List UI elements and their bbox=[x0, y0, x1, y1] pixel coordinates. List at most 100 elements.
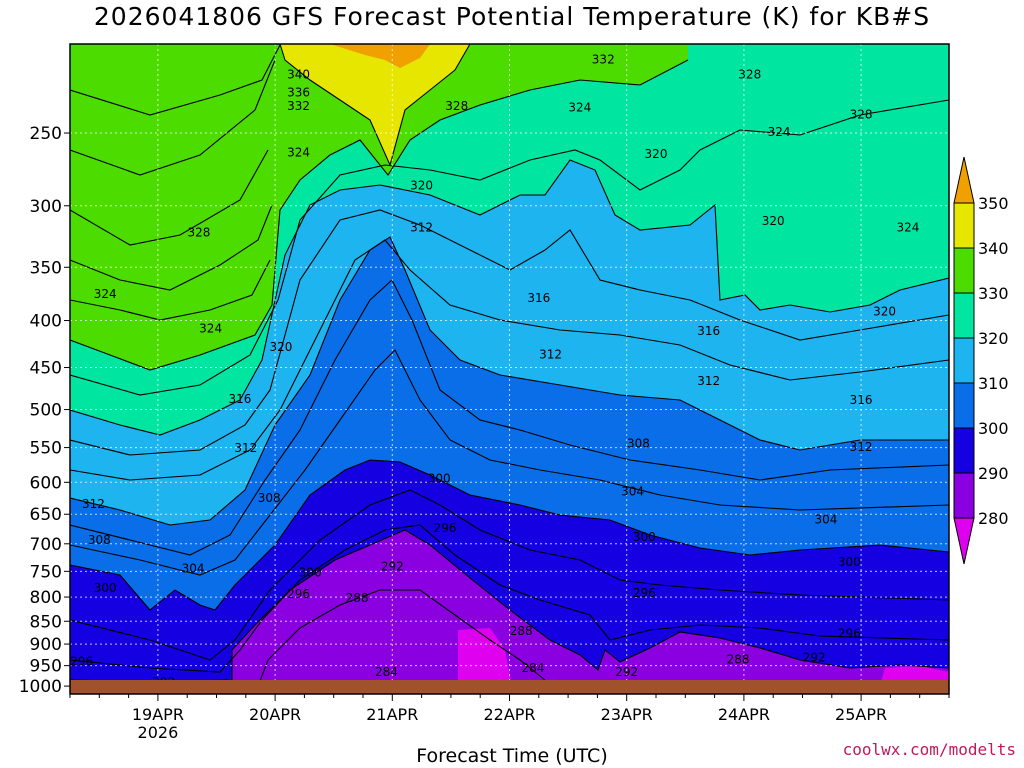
contour-label: 328 bbox=[738, 67, 761, 81]
colorbar-extend-low bbox=[953, 517, 975, 565]
y-tick-label: 750 bbox=[30, 562, 62, 582]
contour-label: 324 bbox=[94, 287, 117, 301]
ground-surface bbox=[70, 680, 949, 694]
contour-label: 312 bbox=[234, 441, 257, 455]
contour-label: 324 bbox=[768, 125, 791, 139]
contour-label: 288 bbox=[346, 591, 369, 605]
colorbar-segment bbox=[953, 427, 975, 474]
colorbar-segment bbox=[953, 292, 975, 339]
contour-labels: 3403363323323283283283243243243243203203… bbox=[70, 52, 919, 689]
plot-area: 3403363323323283283283243243243243203203… bbox=[70, 44, 949, 694]
contour-label: 296 bbox=[838, 626, 861, 640]
contour-label: 296 bbox=[633, 586, 656, 600]
y-tick-label: 500 bbox=[30, 401, 62, 421]
contour-label: 300 bbox=[299, 566, 322, 580]
y-tick-label: 450 bbox=[30, 359, 62, 379]
contour-label: 284 bbox=[375, 665, 398, 679]
x-year-label: 2026 bbox=[138, 723, 179, 742]
x-tick-label: 25APR bbox=[835, 705, 887, 724]
colorbar: 280 290 300 310 320 330 340 350 bbox=[953, 156, 1009, 565]
contour-label: 288 bbox=[727, 653, 750, 667]
contour-label: 324 bbox=[568, 101, 591, 115]
x-tick-label: 24APR bbox=[718, 705, 770, 724]
colorbar-label: 320 bbox=[978, 329, 1009, 348]
contour-label: 308 bbox=[627, 437, 650, 451]
contour-label: 296 bbox=[434, 521, 457, 535]
contour-label: 308 bbox=[88, 533, 111, 547]
x-tick-label: 21APR bbox=[366, 705, 418, 724]
y-tick-label: 850 bbox=[30, 612, 62, 632]
contour-label: 340 bbox=[287, 67, 310, 81]
contour-label: 324 bbox=[199, 321, 222, 335]
y-axis: 250 300 350 400 450 500 550 600 650 700 750 800 850 9… bbox=[19, 124, 70, 697]
contour-label: 296 bbox=[287, 587, 310, 601]
y-tick-label: 250 bbox=[30, 124, 62, 144]
colorbar-label: 350 bbox=[978, 194, 1009, 213]
contour-label: 332 bbox=[287, 99, 310, 113]
contour-lines bbox=[70, 44, 949, 694]
contour-label: 324 bbox=[287, 145, 310, 159]
y-tick-label: 950 bbox=[30, 657, 62, 677]
contour-label: 320 bbox=[762, 214, 785, 228]
y-tick-label: 350 bbox=[30, 258, 62, 278]
y-tick-label: 550 bbox=[30, 439, 62, 459]
colorbar-segment bbox=[953, 382, 975, 429]
chart-title: 2026041806 GFS Forecast Potential Temper… bbox=[93, 2, 931, 31]
colorbar-segment bbox=[953, 472, 975, 519]
contour-label: 324 bbox=[897, 221, 920, 235]
x-tick-label: 20APR bbox=[249, 705, 301, 724]
colorbar-label: 340 bbox=[978, 239, 1009, 258]
colorbar-segment bbox=[953, 247, 975, 294]
colorbar-label: 330 bbox=[978, 284, 1009, 303]
x-tick-label: 23APR bbox=[601, 705, 653, 724]
contour-label: 316 bbox=[527, 291, 550, 305]
contour-label: 328 bbox=[850, 107, 873, 121]
band-340 bbox=[280, 44, 470, 165]
y-tick-label: 600 bbox=[30, 473, 62, 493]
contour-label: 328 bbox=[187, 225, 210, 239]
contour-label: 292 bbox=[615, 665, 638, 679]
colorbar-label: 280 bbox=[978, 509, 1009, 528]
contour-label: 300 bbox=[838, 555, 861, 569]
contour-label: 312 bbox=[539, 348, 562, 362]
x-axis: 19APR 20APR 21APR 22APR 23APR 24APR 25APR 2026 bbox=[69, 694, 950, 742]
band-350 bbox=[330, 44, 430, 68]
band-below-280 bbox=[458, 628, 512, 686]
contour-label: 300 bbox=[633, 530, 656, 544]
y-tick-label: 1000 bbox=[19, 677, 62, 697]
contour-label: 304 bbox=[182, 561, 205, 575]
contour-label: 312 bbox=[850, 440, 873, 454]
contour-label: 292 bbox=[803, 650, 826, 664]
colorbar-label: 290 bbox=[978, 464, 1009, 483]
contour-label: 320 bbox=[410, 178, 433, 192]
contour-label: 328 bbox=[445, 99, 468, 113]
contour-label: 296 bbox=[70, 655, 93, 669]
contour-label: 332 bbox=[592, 52, 615, 66]
y-tick-label: 900 bbox=[30, 635, 62, 655]
colorbar-segment bbox=[953, 337, 975, 384]
contour-label: 284 bbox=[521, 661, 544, 675]
colorbar-label: 310 bbox=[978, 374, 1009, 393]
y-tick-label: 300 bbox=[30, 197, 62, 217]
x-tick-label: 19APR bbox=[132, 705, 184, 724]
contour-label: 336 bbox=[287, 85, 310, 99]
y-tick-label: 400 bbox=[30, 312, 62, 332]
contour-label: 316 bbox=[850, 393, 873, 407]
y-tick-label: 650 bbox=[30, 505, 62, 525]
x-axis-title: Forecast Time (UTC) bbox=[416, 745, 608, 767]
x-tick-label: 22APR bbox=[483, 705, 535, 724]
contour-label: 304 bbox=[814, 512, 837, 526]
colorbar-label: 300 bbox=[978, 419, 1009, 438]
colorbar-extend-high bbox=[953, 156, 975, 204]
contour-label: 288 bbox=[510, 624, 533, 638]
contour-label: 320 bbox=[645, 147, 668, 161]
contour-label: 308 bbox=[258, 491, 281, 505]
contour-label: 312 bbox=[410, 221, 433, 235]
contour-label: 292 bbox=[381, 559, 404, 573]
contour-label: 300 bbox=[428, 471, 451, 485]
y-tick-label: 700 bbox=[30, 535, 62, 555]
credit-link[interactable]: coolwx.com/modelts bbox=[842, 740, 1016, 759]
contour-label: 300 bbox=[94, 581, 117, 595]
contour-label: 312 bbox=[82, 497, 105, 511]
contour-label: 312 bbox=[697, 374, 720, 388]
